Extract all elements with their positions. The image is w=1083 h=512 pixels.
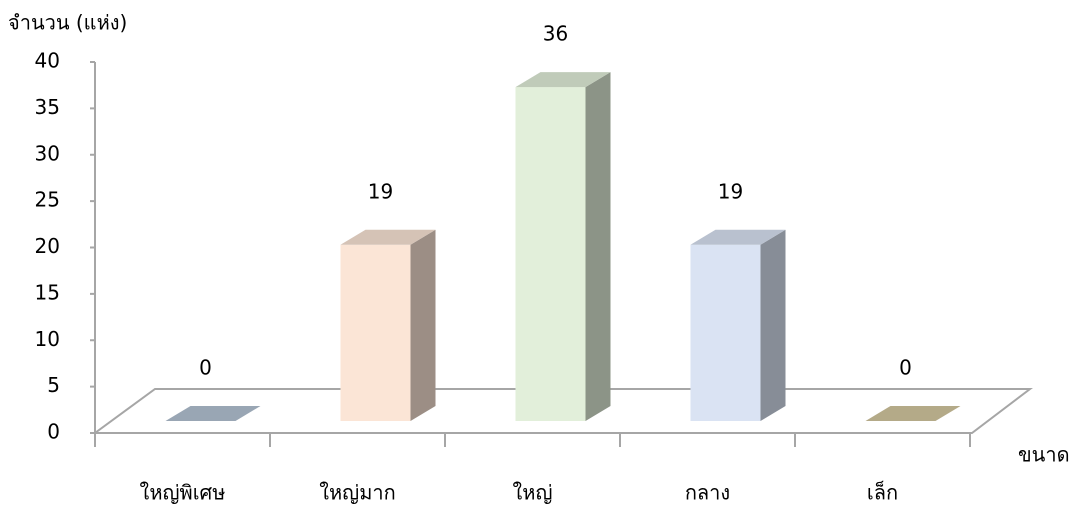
- x-tick-label: ใหญ่พิเศษ: [140, 481, 226, 505]
- bar-top: [340, 229, 436, 245]
- bar: [340, 244, 411, 421]
- x-tick-label: ใหญ่: [513, 481, 553, 505]
- y-tick-label: 0: [47, 420, 60, 444]
- bar-top: [865, 406, 961, 421]
- value-label: 0: [199, 356, 212, 380]
- bar: [690, 244, 761, 421]
- bar-side: [760, 229, 786, 421]
- x-axis-label: ขนาด: [1018, 443, 1070, 467]
- y-tick-label: 20: [35, 234, 60, 258]
- bar: [515, 87, 586, 421]
- x-tick-label: เล็ก: [867, 480, 898, 505]
- bar-top: [690, 229, 786, 245]
- y-tick-label: 25: [35, 188, 60, 212]
- y-tick-label: 35: [35, 95, 60, 119]
- x-tick-label: ใหญ่มาก: [319, 481, 396, 505]
- bar-side: [585, 72, 611, 421]
- y-tick-label: 40: [35, 49, 60, 73]
- y-tick-label: 5: [47, 373, 60, 397]
- floor: [91, 388, 1033, 434]
- bar-side: [410, 229, 436, 421]
- y-tick-label: 15: [35, 280, 60, 304]
- bar-top: [165, 406, 261, 421]
- y-axis-label: จำนวน (แห่ง): [8, 11, 127, 35]
- y-tick-label: 10: [35, 327, 60, 351]
- x-tick-label: กลาง: [685, 481, 730, 505]
- bar-top: [515, 72, 611, 88]
- value-label: 19: [718, 179, 743, 203]
- y-tick-label: 30: [35, 141, 60, 165]
- value-label: 0: [899, 356, 912, 380]
- value-label: 19: [368, 179, 393, 203]
- value-label: 36: [543, 22, 568, 46]
